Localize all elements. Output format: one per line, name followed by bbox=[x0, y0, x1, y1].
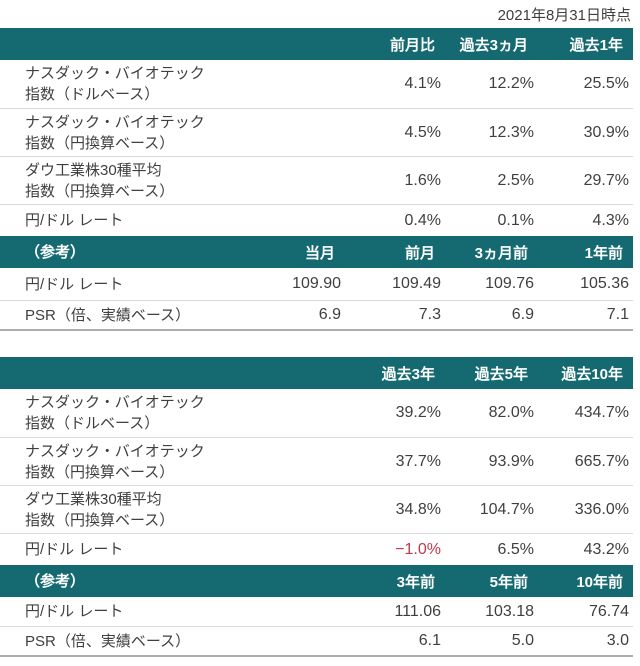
value-10years: 665.7% bbox=[574, 452, 629, 470]
value-10years: 43.2% bbox=[583, 540, 629, 558]
value-3years: 34.8% bbox=[395, 500, 441, 518]
value-1year: 25.5% bbox=[583, 75, 629, 92]
table1-col-prev-month: 前月比 bbox=[389, 36, 435, 54]
row-label: ナスダック・バイオテック 指数（円換算ベース） bbox=[25, 442, 205, 481]
value-3months: 12.2% bbox=[488, 75, 534, 92]
ref-col-5years-ago: 5年前 bbox=[489, 573, 528, 591]
ref-col-3years-ago: 3年前 bbox=[396, 573, 435, 591]
ref-row-psr: PSR（倍、実績ベース） 6.1 5.0 3.0 bbox=[0, 626, 633, 655]
ref-col-current-month: 当月 bbox=[304, 244, 335, 262]
value-1year-ago: 105.36 bbox=[580, 275, 629, 292]
table1-col-3months: 過去3ヵ月 bbox=[459, 36, 528, 54]
reference-label: （参考） bbox=[25, 243, 86, 261]
value-3years: 39.2% bbox=[395, 404, 441, 421]
ref-col-3months-ago: 3ヵ月前 bbox=[474, 244, 528, 262]
table-row-dow-jpy: ダウ工業株30種平均 指数（円換算ベース） 34.8% 104.7% 336.0… bbox=[0, 485, 633, 533]
value-3years-negative: −1.0% bbox=[395, 540, 441, 558]
table-row-nbi-jpy: ナスダック・バイオテック 指数（円換算ベース） 4.5% 12.3% 30.9% bbox=[0, 108, 633, 156]
value-10years: 336.0% bbox=[574, 500, 629, 518]
table2-col-5years: 過去5年 bbox=[474, 365, 528, 383]
row-label: 円/ドル レート bbox=[25, 541, 124, 558]
value-5years: 6.5% bbox=[497, 540, 534, 558]
ref-col-prev-month: 前月 bbox=[404, 244, 435, 262]
value-10years-ago: 3.0 bbox=[606, 632, 629, 649]
table1-col-1year: 過去1年 bbox=[569, 36, 623, 54]
table2-reference-header-row: （参考） 3年前 5年前 10年前 bbox=[0, 565, 633, 597]
table-row-nbi-usd: ナスダック・バイオテック 指数（ドルベース） 4.1% 12.2% 25.5% bbox=[0, 60, 633, 108]
value-prev-month: 4.1% bbox=[404, 75, 441, 92]
report-page: 2021年8月31日時点 前月比 過去3ヵ月 過去1年 ナスダック・バイオテック… bbox=[0, 7, 633, 657]
table2-col-3years: 過去3年 bbox=[381, 365, 435, 383]
value-1year: 30.9% bbox=[583, 123, 629, 141]
value-prev-month: 1.6% bbox=[404, 171, 441, 189]
row-label: 円/ドル レート bbox=[25, 212, 124, 229]
table2-header-row: 過去3年 過去5年 過去10年 bbox=[0, 357, 633, 389]
value-prev-month: 109.49 bbox=[392, 275, 441, 292]
ref-col-1year-ago: 1年前 bbox=[584, 244, 623, 262]
reference-label: （参考） bbox=[25, 572, 86, 590]
value-10years-ago: 76.74 bbox=[588, 602, 629, 620]
value-10years: 434.7% bbox=[574, 404, 629, 421]
table1-reference-header-row: （参考） 当月 前月 3ヵ月前 1年前 bbox=[0, 236, 633, 268]
ref-row-usdjpy-rate: 円/ドル レート 109.90 109.49 109.76 105.36 bbox=[0, 268, 633, 300]
value-1year-ago: 7.1 bbox=[606, 306, 629, 323]
ref-row-psr: PSR（倍、実績ベース） 6.9 7.3 6.9 7.1 bbox=[0, 300, 633, 329]
table-row-dow-jpy: ダウ工業株30種平均 指数（円換算ベース） 1.6% 2.5% 29.7% bbox=[0, 156, 633, 204]
value-3months: 0.1% bbox=[497, 211, 534, 229]
value-5years: 82.0% bbox=[488, 404, 534, 421]
value-5years-ago: 103.18 bbox=[485, 602, 534, 620]
performance-table-long-term: 過去3年 過去5年 過去10年 ナスダック・バイオテック 指数（ドルベース） 3… bbox=[0, 357, 633, 657]
row-label: PSR（倍、実績ベース） bbox=[25, 632, 191, 650]
table2-col-10years: 過去10年 bbox=[561, 365, 623, 383]
value-current-month: 6.9 bbox=[318, 306, 341, 323]
value-3years-ago: 111.06 bbox=[394, 602, 441, 620]
value-1year: 4.3% bbox=[592, 211, 629, 229]
as-of-date: 2021年8月31日時点 bbox=[497, 7, 631, 24]
table-row-nbi-jpy: ナスダック・バイオテック 指数（円換算ベース） 37.7% 93.9% 665.… bbox=[0, 437, 633, 485]
value-5years: 104.7% bbox=[479, 500, 534, 518]
ref-col-10years-ago: 10年前 bbox=[576, 573, 623, 591]
value-prev-month: 7.3 bbox=[418, 306, 441, 323]
row-label: ナスダック・バイオテック 指数（ドルベース） bbox=[25, 394, 205, 432]
value-3months-ago: 6.9 bbox=[511, 306, 534, 323]
value-5years-ago: 5.0 bbox=[511, 632, 534, 649]
row-label: ダウ工業株30種平均 指数（円換算ベース） bbox=[25, 161, 175, 200]
row-label: ナスダック・バイオテック 指数（円換算ベース） bbox=[25, 113, 205, 152]
table1-header-row: 前月比 過去3ヵ月 過去1年 bbox=[0, 28, 633, 60]
row-label: ダウ工業株30種平均 指数（円換算ベース） bbox=[25, 490, 175, 529]
value-3months: 12.3% bbox=[488, 123, 534, 141]
table-row-nbi-usd: ナスダック・バイオテック 指数（ドルベース） 39.2% 82.0% 434.7… bbox=[0, 389, 633, 437]
value-3years: 37.7% bbox=[395, 452, 441, 470]
value-5years: 93.9% bbox=[488, 452, 534, 470]
performance-table-short-term: 前月比 過去3ヵ月 過去1年 ナスダック・バイオテック 指数（ドルベース） 4.… bbox=[0, 28, 633, 331]
table-row-usdjpy-rate: 円/ドル レート −1.0% 6.5% 43.2% bbox=[0, 533, 633, 565]
value-prev-month: 4.5% bbox=[404, 123, 441, 141]
value-3months: 2.5% bbox=[497, 171, 534, 189]
row-label: 円/ドル レート bbox=[25, 275, 124, 293]
value-3months-ago: 109.76 bbox=[485, 275, 534, 292]
value-prev-month: 0.4% bbox=[404, 211, 441, 229]
row-label: ナスダック・バイオテック 指数（ドルベース） bbox=[25, 65, 205, 103]
value-current-month: 109.90 bbox=[292, 275, 341, 292]
table-row-usdjpy-rate: 円/ドル レート 0.4% 0.1% 4.3% bbox=[0, 204, 633, 236]
row-label: 円/ドル レート bbox=[25, 603, 124, 620]
value-1year: 29.7% bbox=[583, 171, 629, 189]
row-label: PSR（倍、実績ベース） bbox=[25, 306, 191, 324]
ref-row-usdjpy-rate: 円/ドル レート 111.06 103.18 76.74 bbox=[0, 597, 633, 626]
value-3years-ago: 6.1 bbox=[418, 632, 441, 649]
